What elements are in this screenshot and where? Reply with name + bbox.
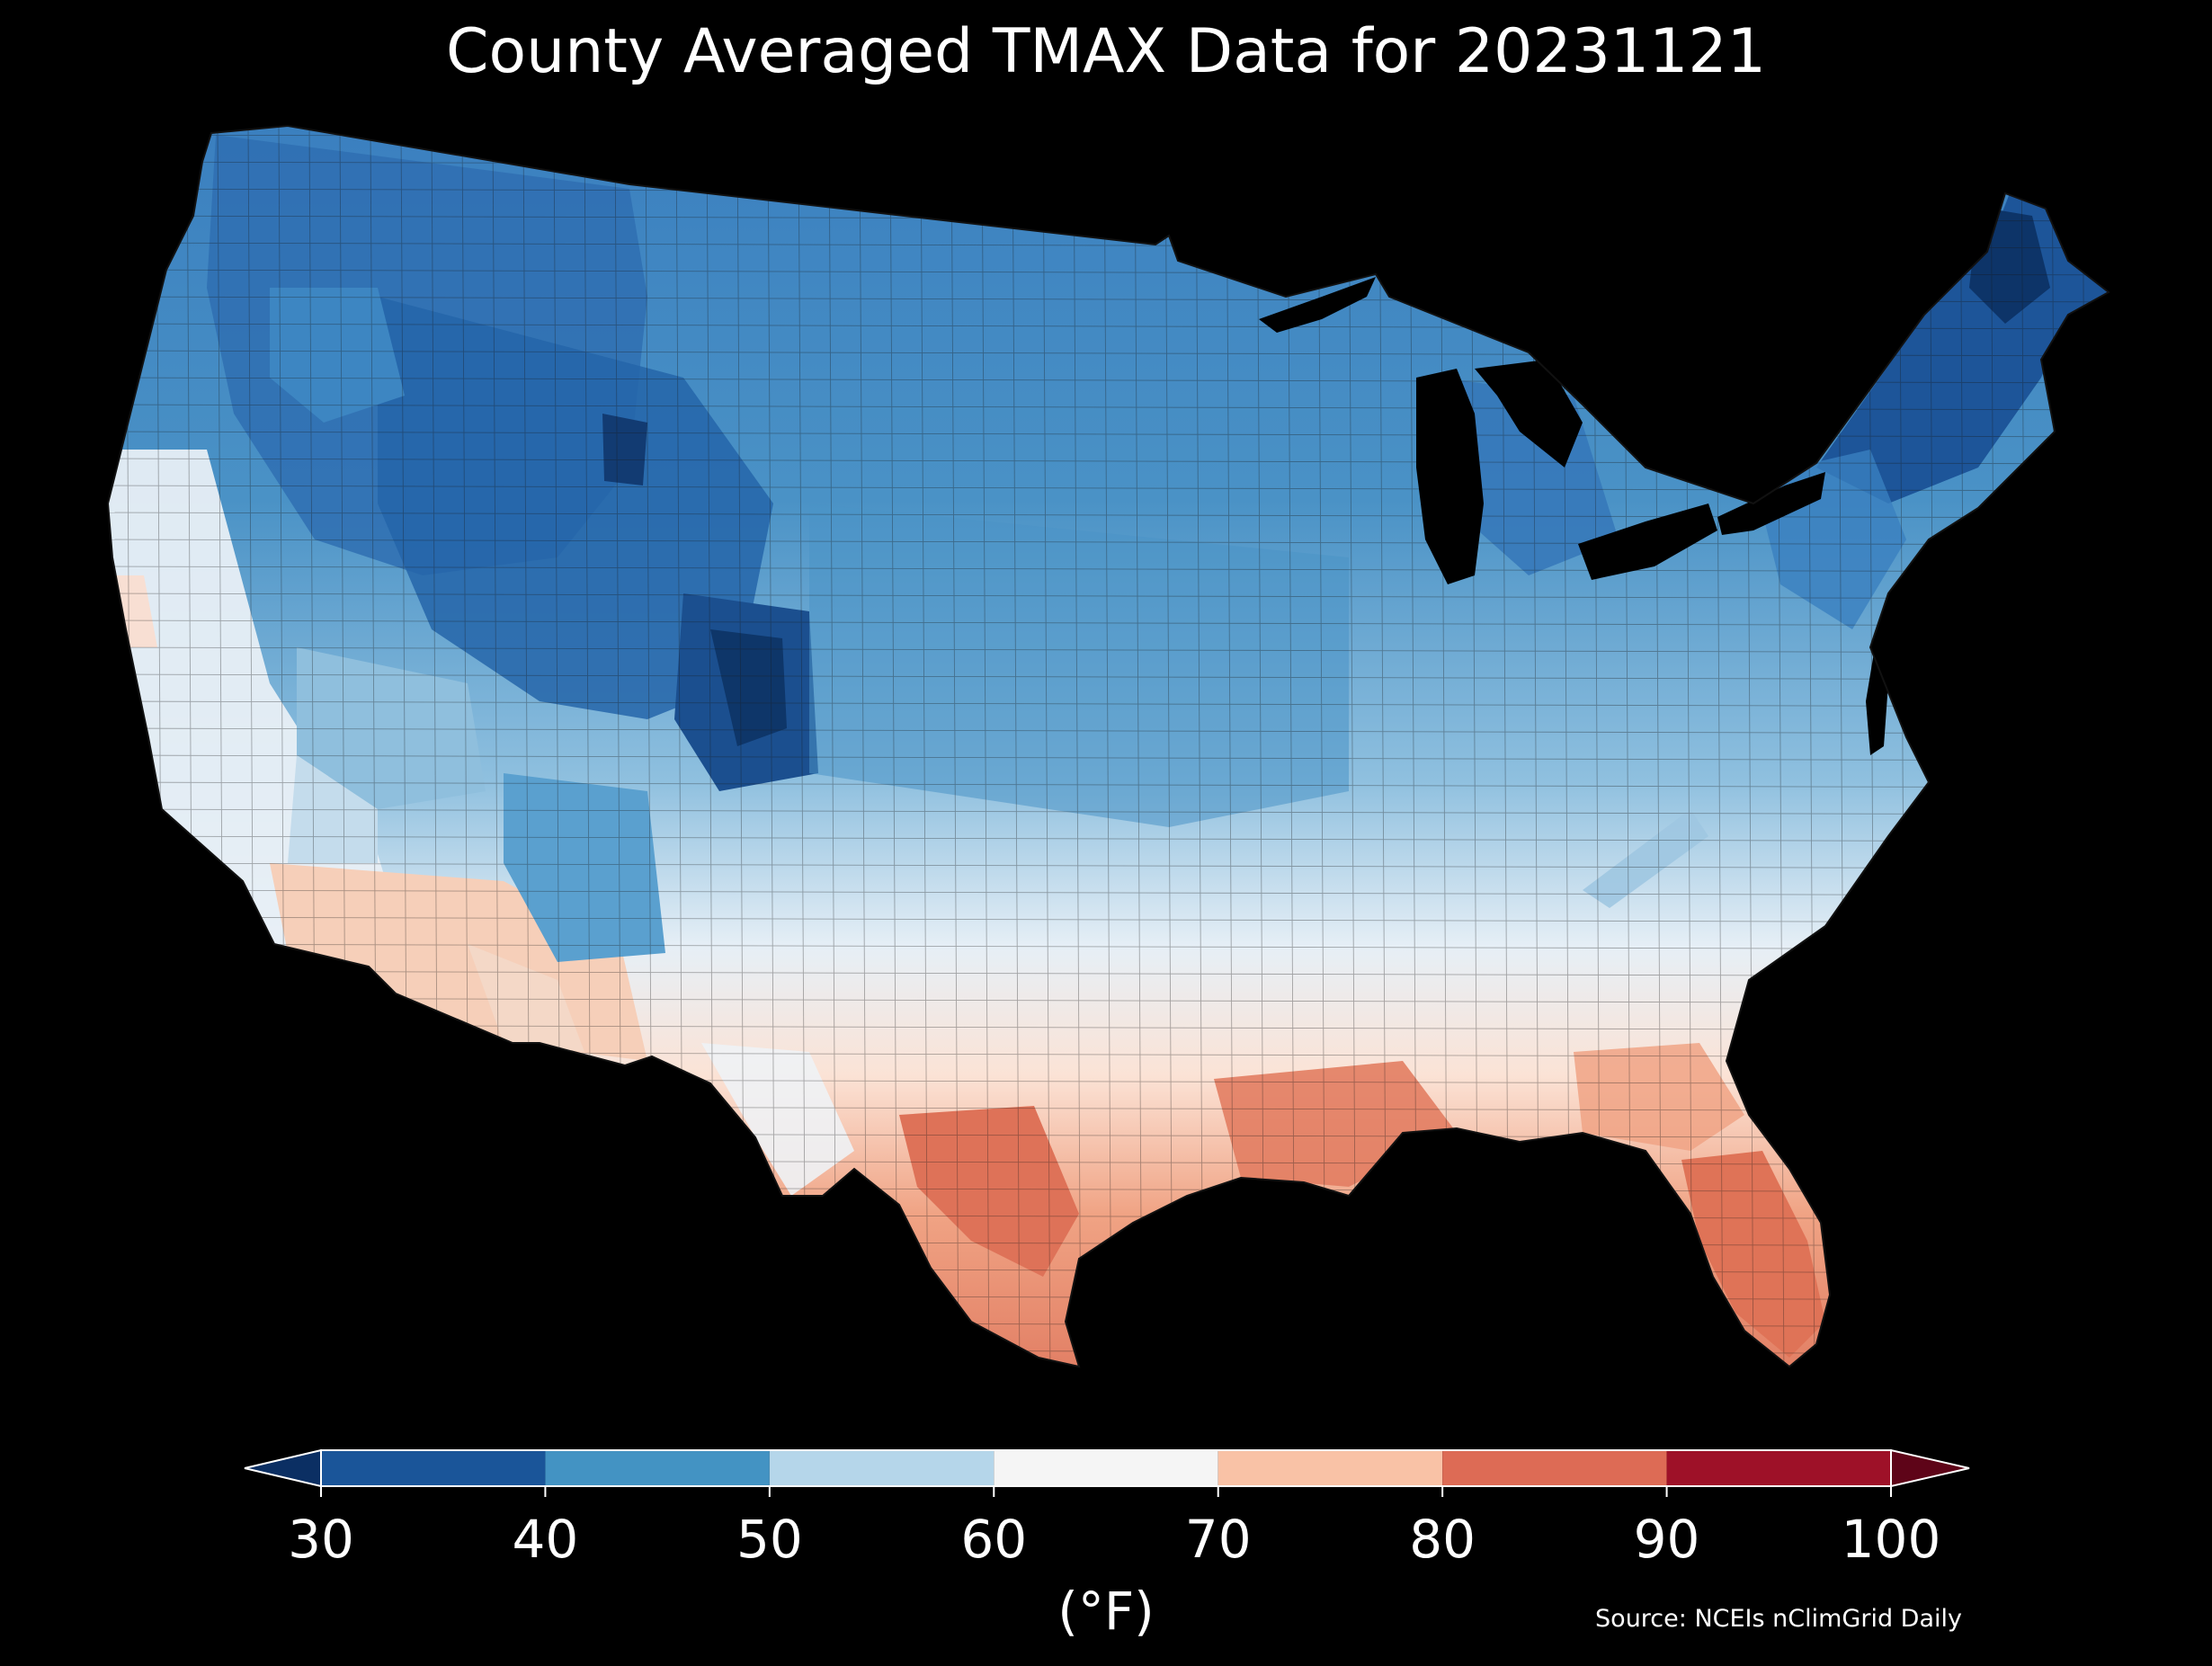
colorbar-bin [769, 1450, 995, 1486]
colorbar-tick-label: 100 [1841, 1509, 1941, 1570]
colorbar-extend-low [244, 1448, 322, 1488]
colorbar-bin [545, 1450, 770, 1486]
colorbar-bin [321, 1450, 546, 1486]
colorbar-tick-label: 50 [736, 1509, 803, 1570]
colorbar-unit-label: (°F) [1057, 1581, 1155, 1642]
source-credit: Source: NCEIs nClimGrid Daily [1595, 1605, 1962, 1633]
colorbar-tick-label: 70 [1184, 1509, 1252, 1570]
colorbar-bin [1217, 1450, 1443, 1486]
colorbar-tick-label: 30 [288, 1509, 354, 1570]
map-title: County Averaged TMAX Data for 20231121 [446, 16, 1766, 87]
colorbar-extend-high [1890, 1448, 1970, 1488]
colorbar-tick-label: 60 [960, 1509, 1028, 1570]
colorbar-bin [994, 1450, 1218, 1486]
colorbar-bin [1442, 1450, 1667, 1486]
colorbar-bin [1666, 1450, 1891, 1486]
colorbar-tick-label: 80 [1409, 1509, 1476, 1570]
colorbar-tick-label: 40 [512, 1509, 579, 1570]
colorbar-tick-label: 90 [1633, 1509, 1700, 1570]
